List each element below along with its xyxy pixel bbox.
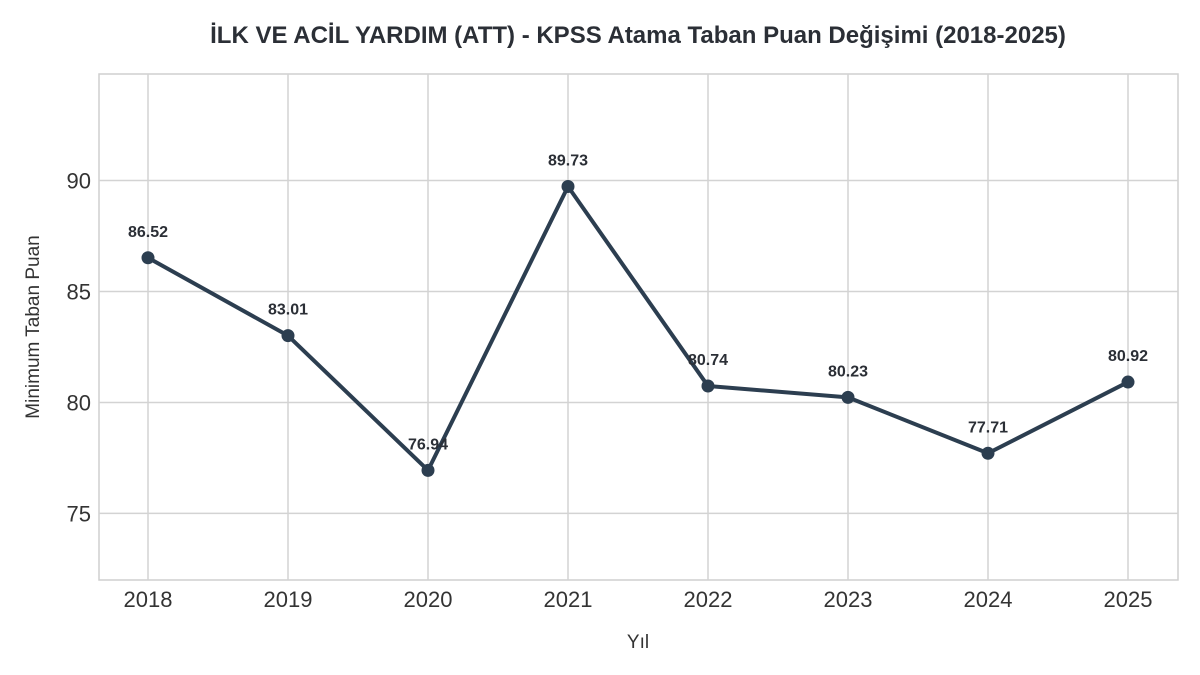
x-axis-label: Yıl [627,632,649,653]
data-label: 76.94 [408,436,448,453]
x-tick-label: 2023 [824,587,873,612]
data-point [841,390,855,404]
x-tick-label: 2018 [124,587,173,612]
data-label: 80.92 [1108,348,1148,365]
x-tick-label: 2024 [964,587,1013,612]
data-label: 83.01 [268,302,308,319]
data-labels: 86.52 83.01 76.94 89.73 80.74 80.23 77.71 80.92 [128,153,1148,454]
data-point [141,251,155,265]
grid-lines [99,74,1178,580]
data-label: 77.71 [968,419,1008,436]
data-point [981,446,995,460]
y-tick-label: 85 [67,279,91,304]
data-points [141,180,1135,477]
data-point [421,463,435,477]
data-point [281,329,295,343]
y-tick-label: 75 [67,501,91,526]
y-axis-label: Minimum Taban Puan [23,235,44,418]
x-tick-label: 2025 [1104,587,1153,612]
x-tick-label: 2020 [404,587,453,612]
data-label: 89.73 [548,153,588,170]
y-tick-labels: 75 80 85 90 [67,169,91,527]
plot-area [98,73,1179,581]
x-tick-label: 2019 [264,587,313,612]
x-tick-label: 2021 [544,587,593,612]
data-label: 80.74 [688,352,728,369]
y-tick-label: 80 [67,390,91,415]
data-point [561,180,575,194]
x-tick-label: 2022 [684,587,733,612]
data-point [1121,375,1135,389]
data-label: 80.23 [828,363,868,380]
y-tick-label: 90 [67,169,91,194]
data-point [701,379,715,393]
x-tick-labels: 2018 2019 2020 2021 2022 2023 2024 2025 [124,587,1153,612]
series-line [146,184,1130,473]
data-label: 86.52 [128,224,168,241]
chart-title: İLK VE ACİL YARDIM (ATT) - KPSS Atama Ta… [210,22,1066,49]
